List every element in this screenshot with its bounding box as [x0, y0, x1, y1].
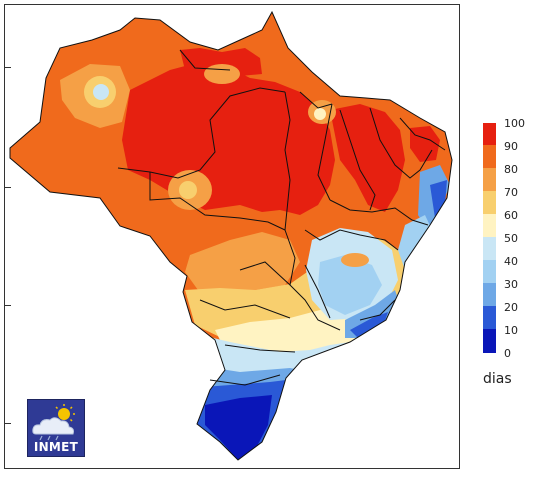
legend-swatch — [483, 214, 496, 237]
legend-tick-label: 80 — [504, 163, 518, 176]
region-orange-roraima — [204, 64, 240, 84]
region-blue-bahia-coast — [398, 215, 432, 270]
legend-swatch — [483, 123, 496, 145]
legend-swatch — [483, 306, 496, 329]
legend-swatch — [483, 260, 496, 283]
axis-tick — [5, 305, 11, 306]
region-darkblue-coast-rio — [350, 312, 388, 340]
legend-tick-label: 60 — [504, 209, 518, 222]
state-borders — [9, 10, 453, 461]
region-skyblue-minas — [318, 255, 382, 315]
region-deep-red-coast — [410, 126, 440, 162]
region-darkblue-rio-grande-do-sul — [205, 395, 272, 460]
region-cream-spot-rondonia — [179, 181, 197, 199]
legend-tick-label: 40 — [504, 255, 518, 268]
inmet-logo-text: INMET — [33, 440, 79, 454]
legend-swatch — [483, 283, 496, 306]
sun-cloud-icon — [32, 404, 75, 441]
legend-swatch — [483, 145, 496, 168]
region-darkblue-east-coast — [430, 180, 447, 218]
legend-tick-label: 70 — [504, 186, 518, 199]
legend-tick-label: 20 — [504, 301, 518, 314]
legend: 100 90 80 70 60 50 40 30 20 10 0 — [480, 118, 530, 368]
legend-swatch — [483, 237, 496, 260]
legend-swatch — [483, 168, 496, 191]
axis-tick — [5, 423, 11, 424]
region-deep-red-northeast — [330, 104, 405, 212]
axis-tick — [5, 187, 11, 188]
legend-swatch — [483, 191, 496, 214]
legend-unit-label: dias — [483, 371, 512, 387]
legend-tick-label: 30 — [504, 278, 518, 291]
legend-tick-label: 10 — [504, 324, 518, 337]
region-orange-center-west — [185, 232, 300, 298]
region-deep-red-north — [180, 48, 262, 76]
legend-tick-label: 50 — [504, 232, 518, 245]
legend-tick-label: 100 — [504, 117, 525, 130]
legend-swatch — [483, 329, 496, 353]
axis-tick — [5, 67, 11, 68]
inmet-logo: INMET — [27, 399, 85, 457]
legend-tick-label: 90 — [504, 140, 518, 153]
region-orange-spot-minas — [341, 253, 369, 267]
region-cream-spot-amapa — [314, 108, 326, 120]
region-lightblue-spot-amazonas — [93, 84, 109, 100]
legend-tick-label: 0 — [504, 347, 511, 360]
